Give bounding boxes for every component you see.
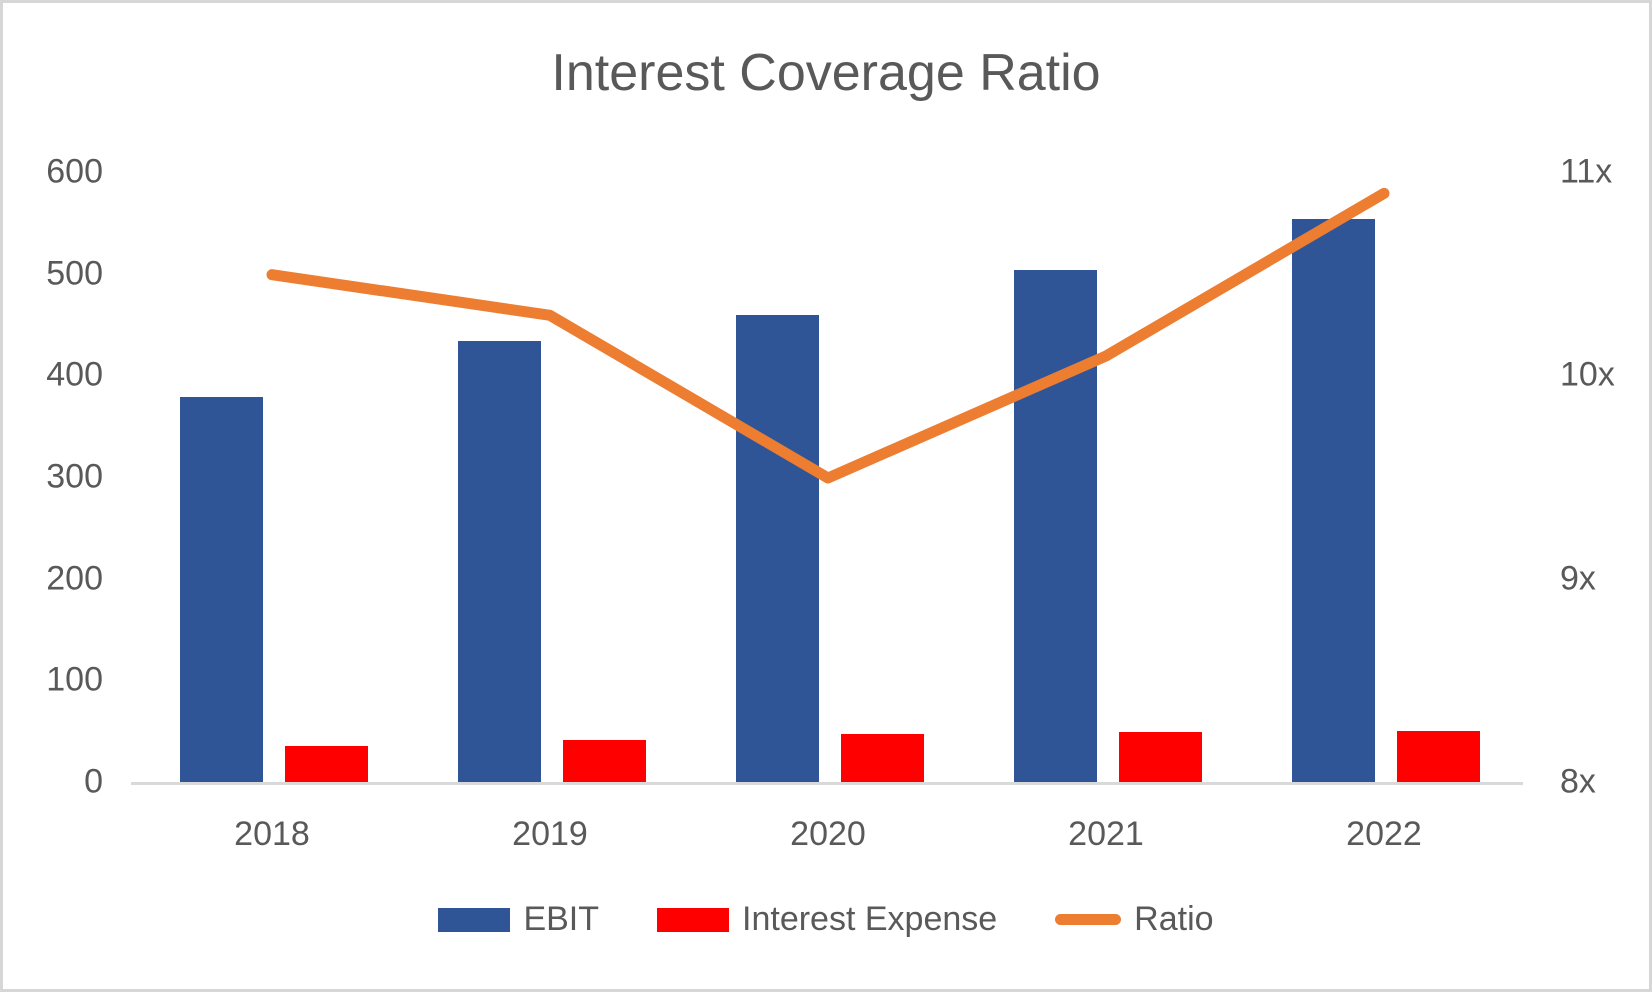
left-axis-tick-0: 0 xyxy=(84,762,103,801)
bar-ebit-2020 xyxy=(736,315,819,783)
legend-item-interest-expense: Interest Expense xyxy=(657,900,997,939)
bar-interest-expense-2019 xyxy=(563,740,646,783)
x-axis-label-2018: 2018 xyxy=(234,815,310,853)
left-axis-tick-200: 200 xyxy=(46,559,103,598)
bar-interest-expense-2018 xyxy=(285,746,368,783)
bar-interest-expense-2022 xyxy=(1397,731,1480,783)
right-axis-tick-9x: 9x xyxy=(1560,559,1596,598)
chart-title: Interest Coverage Ratio xyxy=(551,44,1101,102)
left-axis-tick-100: 100 xyxy=(46,661,103,700)
legend-swatch-ratio xyxy=(1055,914,1122,925)
legend-swatch-interest-expense xyxy=(657,907,730,932)
x-axis-label-2022: 2022 xyxy=(1346,815,1422,853)
left-axis-tick-600: 600 xyxy=(46,152,103,191)
bar-interest-expense-2021 xyxy=(1119,732,1202,783)
legend-label-ratio: Ratio xyxy=(1134,900,1214,938)
legend-item-ebit: EBIT xyxy=(438,900,599,939)
bar-interest-expense-2020 xyxy=(841,734,924,783)
x-axis-line xyxy=(131,782,1523,785)
legend-label-ebit: EBIT xyxy=(523,900,600,938)
x-axis-label-2021: 2021 xyxy=(1068,815,1144,853)
x-axis-label-2020: 2020 xyxy=(790,815,866,853)
left-axis-tick-300: 300 xyxy=(46,457,103,496)
bar-ebit-2021 xyxy=(1014,269,1097,783)
left-axis-tick-500: 500 xyxy=(46,254,103,293)
right-axis-tick-8x: 8x xyxy=(1560,762,1596,801)
x-axis-label-2019: 2019 xyxy=(512,815,588,853)
legend-item-ratio: Ratio xyxy=(1055,900,1214,939)
right-axis-tick-10x: 10x xyxy=(1560,356,1615,395)
bar-ebit-2022 xyxy=(1292,218,1375,783)
bar-ebit-2018 xyxy=(180,396,263,783)
right-axis-tick-11x: 11x xyxy=(1560,152,1613,191)
ratio-line xyxy=(266,187,1390,484)
legend-label-interest-expense: Interest Expense xyxy=(742,900,998,938)
bar-ebit-2019 xyxy=(458,340,541,783)
legend: EBIT Interest Expense Ratio xyxy=(3,900,1649,939)
left-axis-tick-400: 400 xyxy=(46,356,103,395)
legend-swatch-ebit xyxy=(438,907,511,932)
